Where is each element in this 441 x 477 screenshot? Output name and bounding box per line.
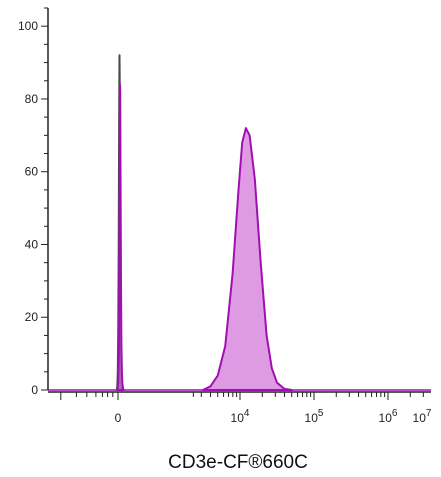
x-tick-label: 106 — [379, 408, 398, 425]
y-tick-label: 80 — [25, 92, 39, 106]
y-tick-label: 60 — [25, 165, 39, 179]
histogram-series-2-peak-1 — [116, 83, 125, 391]
y-tick-label: 100 — [18, 19, 38, 33]
x-tick-label: 104 — [231, 408, 250, 425]
y-axis: 0 20 40 60 80 100 — [18, 7, 49, 397]
x-tick-label: 0 — [115, 411, 122, 425]
x-tick-label: 107 — [413, 408, 432, 425]
x-axis-title: CD3e-CF®660C — [168, 452, 308, 473]
histogram-series-2-peak-3 — [202, 127, 293, 391]
plot-area — [48, 54, 431, 391]
y-tick-label: 0 — [31, 383, 38, 397]
x-tick-label: 105 — [305, 408, 324, 425]
y-tick-label: 40 — [25, 237, 39, 251]
y-tick-label: 20 — [25, 310, 39, 324]
x-axis: 0 104 105 106 107 — [48, 391, 432, 425]
